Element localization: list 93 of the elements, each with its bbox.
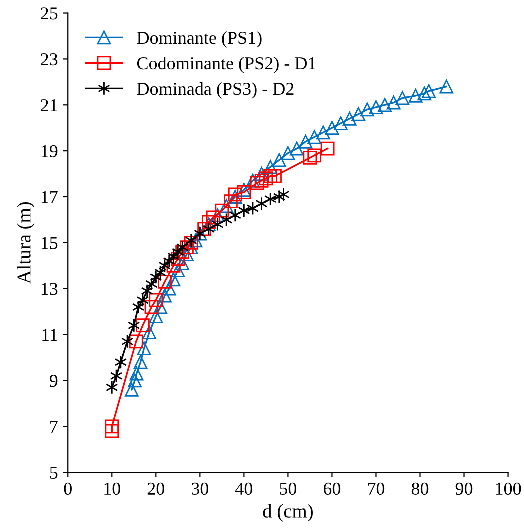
point xyxy=(166,258,181,273)
point xyxy=(129,334,144,349)
y-tick-label: 7 xyxy=(50,421,58,433)
point xyxy=(325,121,340,136)
point xyxy=(268,169,282,184)
x-tick-label: 30 xyxy=(192,482,209,496)
legend-label: Codominante (PS2) - D1 xyxy=(137,56,316,74)
point xyxy=(281,146,296,160)
point xyxy=(106,380,118,395)
point xyxy=(134,355,148,370)
point xyxy=(272,153,286,168)
y-tick-label: 13 xyxy=(42,283,58,296)
point xyxy=(440,80,454,94)
y-tick-label: 5 xyxy=(50,467,58,480)
point xyxy=(171,264,186,278)
point xyxy=(342,112,357,126)
x-tick-label: 10 xyxy=(104,482,120,496)
x-tick-label: 50 xyxy=(280,482,297,496)
point xyxy=(198,222,212,236)
point xyxy=(418,86,432,101)
point xyxy=(254,174,269,188)
x-tick-label: 70 xyxy=(368,482,385,496)
point xyxy=(176,245,190,260)
point xyxy=(105,420,120,434)
legend-label: Dominada (PS3) - D2 xyxy=(137,82,294,99)
y-tick-label: 21 xyxy=(41,99,58,112)
point xyxy=(290,142,304,156)
x-tick-label: 20 xyxy=(148,482,164,496)
point xyxy=(264,169,278,184)
x-tick-label: 0 xyxy=(64,482,72,496)
point xyxy=(158,275,172,289)
point xyxy=(254,167,269,181)
point xyxy=(114,355,128,370)
point xyxy=(422,84,436,98)
point xyxy=(298,134,313,149)
point xyxy=(105,424,120,438)
y-tick-label: 23 xyxy=(41,54,58,66)
x-tick-label: 60 xyxy=(324,482,341,496)
point xyxy=(386,96,401,110)
point xyxy=(144,300,159,314)
point xyxy=(142,326,156,340)
point xyxy=(176,256,190,271)
point xyxy=(130,366,144,381)
point xyxy=(149,309,164,324)
point xyxy=(352,107,366,122)
point xyxy=(308,130,322,144)
point xyxy=(154,300,168,314)
point xyxy=(360,102,374,117)
point xyxy=(250,176,264,190)
point xyxy=(334,116,348,130)
point xyxy=(264,160,278,174)
y-tick-label: 19 xyxy=(42,145,58,158)
point xyxy=(259,172,274,186)
point xyxy=(228,190,242,204)
y-tick-label: 25 xyxy=(41,8,58,20)
point xyxy=(128,374,142,388)
point xyxy=(136,318,150,333)
point xyxy=(316,126,330,140)
point xyxy=(220,199,234,214)
y-axis-title: Altura (m) xyxy=(17,202,35,284)
point xyxy=(308,148,322,163)
point xyxy=(137,342,152,356)
x-tick-label: 40 xyxy=(236,482,253,496)
y-tick-label: 15 xyxy=(42,237,58,250)
point xyxy=(158,288,172,303)
point xyxy=(176,240,189,254)
y-tick-label: 9 xyxy=(50,375,58,388)
point xyxy=(180,247,194,262)
point xyxy=(162,282,176,296)
point xyxy=(206,210,220,225)
point xyxy=(369,100,384,114)
point xyxy=(238,204,250,218)
point xyxy=(303,151,318,165)
point xyxy=(215,204,230,218)
point xyxy=(320,142,335,156)
point xyxy=(408,89,423,103)
point xyxy=(125,382,139,397)
y-tick-label: 11 xyxy=(42,329,58,342)
point xyxy=(171,252,186,266)
point xyxy=(128,318,140,333)
point xyxy=(166,272,181,287)
point xyxy=(378,98,392,112)
x-tick-label: 80 xyxy=(412,482,429,496)
point xyxy=(278,188,290,202)
y-tick-label: 17 xyxy=(42,191,58,204)
point xyxy=(149,293,164,308)
x-tick-label: 100 xyxy=(496,482,522,496)
point xyxy=(224,194,238,209)
point xyxy=(264,192,277,206)
legend-label: Dominante (PS1) xyxy=(137,31,262,48)
x-tick-label: 90 xyxy=(456,482,473,496)
x-axis-title: d (cm) xyxy=(263,504,313,522)
point xyxy=(396,91,410,106)
